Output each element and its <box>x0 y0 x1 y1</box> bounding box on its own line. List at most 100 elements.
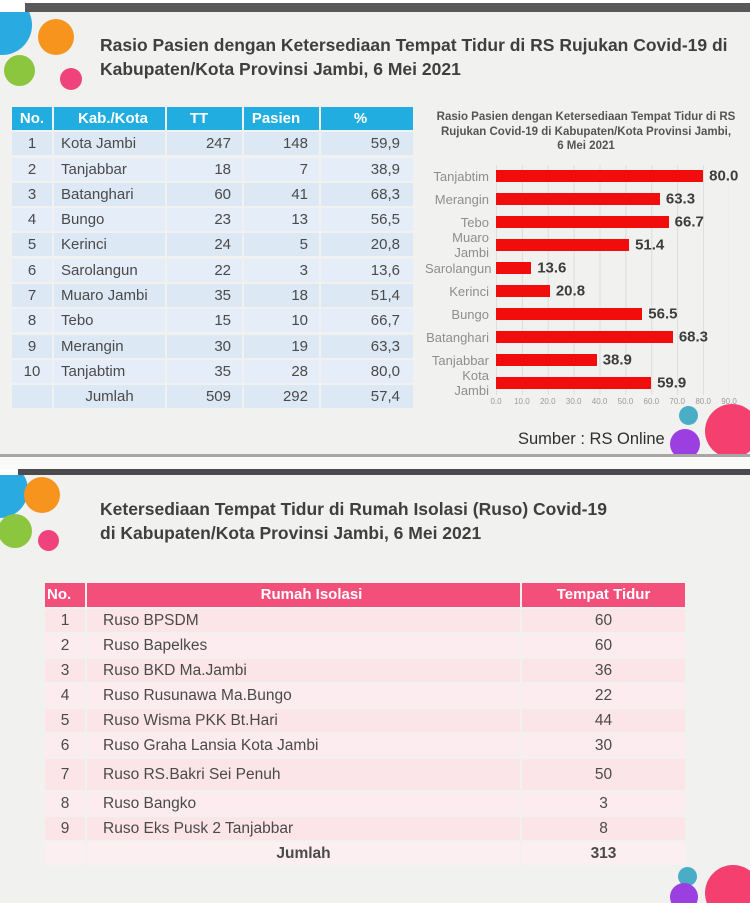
table-cell: 10 <box>12 359 52 383</box>
table-cell: 60 <box>167 182 242 206</box>
table-cell: 509 <box>167 385 242 409</box>
table-cell: 4 <box>45 684 85 707</box>
decorative-circle-purple <box>670 883 698 903</box>
table-cell: 6 <box>12 258 52 282</box>
table-row: 8 Tebo 15 10 66,7 <box>12 309 413 333</box>
chart-value-label: 56.5 <box>648 305 678 323</box>
chart-bar-row: Tanjabtim 80.0 <box>425 164 747 188</box>
table-row: 7 Muaro Jambi 35 18 51,4 <box>12 284 413 308</box>
chart-title-line2: Rujukan Covid-19 di Kabupaten/Kota Provi… <box>440 125 732 138</box>
decorative-circle-purple <box>670 429 700 454</box>
table-cell: Kab./Kota <box>54 107 165 130</box>
table-cell: 19 <box>244 334 319 358</box>
table-cell: 8 <box>522 817 685 840</box>
table-cell: 5 <box>12 233 52 257</box>
chart-bar <box>496 331 673 343</box>
chart-bar <box>496 308 643 320</box>
table-row-header: No. Rumah Isolasi Tempat Tidur <box>45 583 685 607</box>
table-row: 2 Ruso Bapelkes 60 <box>45 634 685 657</box>
table-cell: 18 <box>167 157 242 181</box>
table-cell: 60 <box>522 609 685 632</box>
chart-bar-row: Bungo 56.5 <box>425 302 747 326</box>
table-row: 3 Ruso BKD Ma.Jambi 36 <box>45 659 685 682</box>
decorative-circle-pink <box>60 68 82 90</box>
chart-bar-track: 68.3 <box>496 325 729 349</box>
chart-bar-row: Merangin 63.3 <box>425 187 747 211</box>
table-cell: Jumlah <box>54 385 165 409</box>
table-cell: Ruso Bapelkes <box>87 634 520 657</box>
table-cell: Batanghari <box>54 182 165 206</box>
table-cell: 5 <box>45 709 85 732</box>
chart-bar-row: Sarolangun 13.6 <box>425 256 747 280</box>
table-row: 6 Sarolangun 22 3 13,6 <box>12 258 413 282</box>
section-divider-bar <box>18 469 750 475</box>
table-row: 2 Tanjabbar 18 7 38,9 <box>12 157 413 181</box>
table-cell <box>45 842 85 865</box>
decorative-circle-pink <box>38 530 59 551</box>
decorative-circle-teal <box>678 867 697 886</box>
table-row-total: Jumlah 509 292 57,4 <box>12 385 413 409</box>
chart-category-label: Kota Jambi <box>454 368 489 398</box>
table-cell: 7 <box>12 284 52 308</box>
chart-bar-track: 80.0 <box>496 164 738 188</box>
section2-title: Ketersediaan Tempat Tidur di Rumah Isola… <box>100 497 607 545</box>
table-cell: 44 <box>522 709 685 732</box>
table-cell: 30 <box>167 334 242 358</box>
decorative-circle-green <box>0 514 32 548</box>
table-cell: Kerinci <box>54 233 165 257</box>
chart-x-tick-label: 20.0 <box>539 396 556 406</box>
table-cell: 3 <box>45 659 85 682</box>
table-cell: 3 <box>522 792 685 815</box>
chart-value-label: 59.9 <box>657 374 687 392</box>
table-row: 5 Ruso Wisma PKK Bt.Hari 44 <box>45 709 685 732</box>
table-cell: 51,4 <box>321 284 413 308</box>
decorative-circle-orange <box>24 477 60 513</box>
table-cell: 35 <box>167 359 242 383</box>
table-cell: 7 <box>244 157 319 181</box>
chart-bar-row: Kota Jambi 59.9 <box>425 368 747 398</box>
top-bar <box>25 3 750 12</box>
table-cell: No. <box>12 107 52 130</box>
chart-value-label: 51.4 <box>635 236 665 254</box>
table-cell: Bungo <box>54 208 165 232</box>
table-cell: 2 <box>12 157 52 181</box>
table-row: 4 Ruso Rusunawa Ma.Bungo 22 <box>45 684 685 707</box>
table-row: 9 Merangin 30 19 63,3 <box>12 334 413 358</box>
chart-bar <box>496 285 550 297</box>
table-cell: 292 <box>244 385 319 409</box>
chart-value-label: 68.3 <box>678 328 709 346</box>
chart-bar <box>496 354 597 366</box>
table-cell: Sarolangun <box>54 258 165 282</box>
table-cell: 35 <box>167 284 242 308</box>
chart-x-tick-label: 0.0 <box>490 396 502 406</box>
decorative-circle-teal <box>679 406 698 425</box>
section-divider-line <box>0 454 750 457</box>
table-cell: % <box>321 107 413 130</box>
table-cell: 8 <box>45 792 85 815</box>
chart-value-label: 80.0 <box>709 167 739 185</box>
chart-x-tick-label: 10.0 <box>514 396 530 406</box>
table-cell: 80,0 <box>321 359 413 383</box>
table-cell: 6 <box>45 734 85 757</box>
table-cell: 36 <box>522 659 685 682</box>
table-row-header: No. Kab./Kota TT Pasien% <box>12 107 413 130</box>
table-cell: Ruso BPSDM <box>87 609 520 632</box>
table-cell: 1 <box>45 609 85 632</box>
isolation-table: No. Rumah Isolasi Tempat Tidur 1 Ruso BPSDM 6… <box>45 583 685 867</box>
table-cell <box>12 385 52 409</box>
table-cell: 60 <box>522 634 685 657</box>
table-cell: 22 <box>167 258 242 282</box>
table-cell: 7 <box>45 759 85 790</box>
table-cell: 50 <box>522 759 685 790</box>
table-cell: 59,9 <box>321 132 413 156</box>
table-cell: Ruso Graha Lansia Kota Jambi <box>87 734 520 757</box>
section-divider-band <box>0 457 750 469</box>
table-cell: 68,3 <box>321 182 413 206</box>
chart-x-tick-label: 90.0 <box>721 396 737 406</box>
decorative-circle-blue <box>0 12 32 55</box>
chart-value-label: 38.9 <box>602 351 632 369</box>
chart-title-line3: 6 Mei 2021 <box>557 140 615 152</box>
table-cell: Tanjabbar <box>54 157 165 181</box>
chart-category-label: Tanjabbar <box>431 352 489 368</box>
table-cell: 63,3 <box>321 334 413 358</box>
